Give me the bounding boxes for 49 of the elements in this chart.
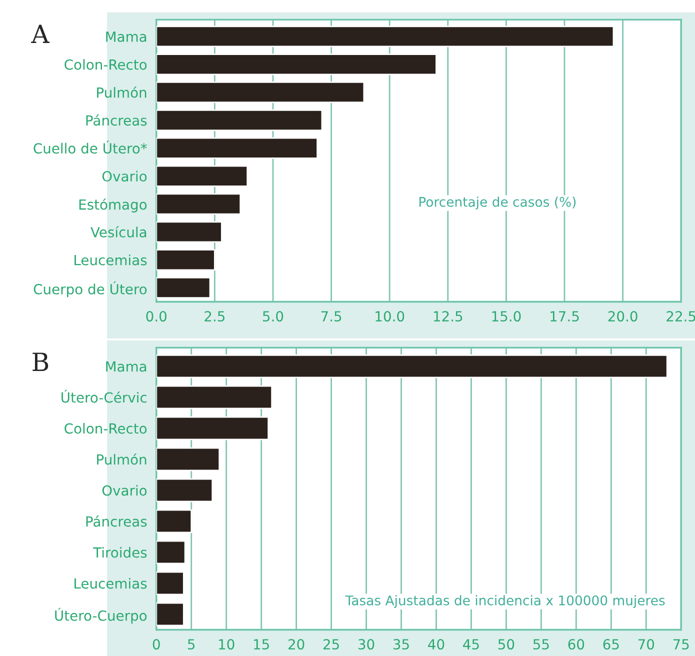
x-tick-label: 65 (603, 639, 619, 650)
chart-title: B (32, 352, 48, 371)
x-tick-label: 7.5 (321, 311, 342, 322)
x-tick-label: 20.0 (608, 311, 638, 322)
x-tick-label: 5 (188, 639, 195, 650)
x-tick-label: 5.0 (263, 311, 284, 322)
y-tick-label: Cuello de Útero* (34, 140, 147, 154)
y-tick-label: Pulmón (97, 86, 146, 98)
y-tick-label: Tiroides (93, 546, 147, 558)
y-tick-label: Vesícula (90, 226, 146, 238)
x-tick-label: 70 (638, 639, 654, 650)
x-tick-label: 25 (323, 639, 339, 650)
x-tick-label: 0 (152, 639, 160, 650)
y-tick-label: Pulmón (97, 453, 146, 465)
x-tick-label: 2.5 (204, 311, 225, 322)
x-tick-label: 60 (568, 639, 584, 650)
y-tick-label: Colon-Recto (64, 423, 147, 434)
x-tick-label: 55 (533, 639, 549, 650)
annotation: Tasas Ajustadas de incidencia x 100000 mujeres (345, 595, 665, 608)
y-tick-label: Estómago (79, 198, 147, 212)
y-tick-label: Leucemias (74, 254, 147, 266)
y-tick-label: Páncreas (86, 515, 147, 527)
y-tick-label: Útero-Cuerpo (55, 608, 147, 624)
x-tick-label: 0.0 (146, 311, 166, 322)
y-tick-label: Páncreas (86, 114, 147, 126)
y-tick-label: Útero-Cérvic (62, 390, 146, 403)
x-tick-label: 40 (428, 639, 444, 650)
y-tick-label: Colon-Recto (64, 59, 147, 70)
x-tick-label: 75 (673, 639, 689, 650)
x-tick-label: 50 (498, 639, 514, 650)
y-tick-label: Cuerpo de Útero (34, 281, 147, 298)
y-tick-label: Leucemias (74, 578, 147, 589)
x-tick-label: 15.0 (492, 311, 521, 322)
x-tick-label: 20 (288, 639, 304, 650)
x-tick-label: 10 (219, 639, 234, 650)
chart-title: A (31, 24, 50, 43)
x-tick-label: 22.5 (666, 311, 695, 322)
y-tick-label: Mama (106, 32, 146, 42)
x-tick-label: 12.5 (434, 311, 462, 322)
x-tick-label: 35 (393, 639, 409, 650)
annotation: Porcentaje de casos (%) (419, 196, 576, 210)
y-tick-label: Ovario (102, 170, 147, 182)
x-tick-label: 45 (463, 639, 479, 650)
y-tick-label: Mama (106, 361, 146, 372)
x-tick-label: 10.0 (376, 311, 404, 322)
x-tick-label: 15 (254, 639, 269, 650)
x-tick-label: 30 (358, 639, 374, 650)
x-tick-label: 17.5 (550, 311, 579, 322)
y-tick-label: Ovario (102, 484, 147, 496)
